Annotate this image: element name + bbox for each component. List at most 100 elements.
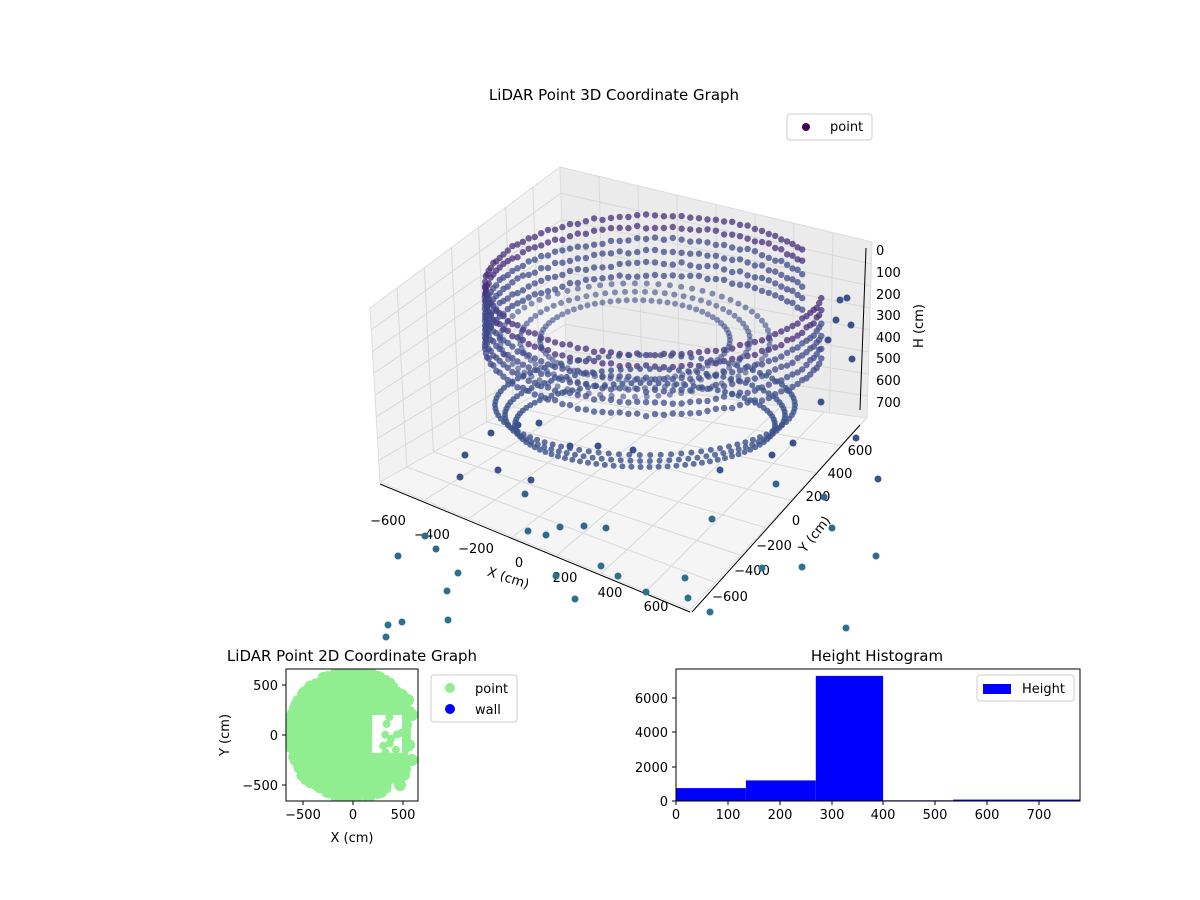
point-3d (789, 287, 796, 294)
point-3d (783, 337, 791, 344)
point-3d (704, 262, 711, 270)
point-3d (772, 268, 779, 275)
point-3d (656, 366, 663, 373)
point-3d (765, 357, 772, 365)
point-2d (382, 719, 391, 728)
point-3d (818, 355, 825, 362)
point-3d (636, 452, 643, 458)
chart-3d-title: LiDAR Point 3D Coordinate Graph (489, 86, 739, 104)
point-2d (385, 739, 394, 748)
point-3d (744, 272, 751, 279)
point-3d (566, 257, 574, 265)
point-3d (783, 419, 789, 426)
point-3d (642, 399, 650, 406)
point-3d (531, 280, 538, 287)
x-tick-label: 0 (515, 556, 523, 571)
point-3d (657, 451, 664, 458)
point-3d (758, 356, 765, 363)
point-3d (712, 372, 718, 379)
point-3d (729, 369, 736, 376)
point-3d (695, 263, 703, 270)
point-3d (725, 360, 732, 367)
histogram-bar (953, 799, 1080, 801)
point-3d (625, 250, 632, 257)
chart-histogram: Height Histogram 0 100 200 300 400 500 6… (635, 647, 1081, 823)
point-3d (704, 347, 711, 355)
point-3d (848, 355, 856, 363)
point-3d (703, 453, 710, 460)
point-3d (778, 257, 785, 265)
point-3d (640, 297, 647, 304)
point-3d (642, 288, 648, 295)
point-3d (729, 268, 736, 276)
point-3d (813, 314, 820, 321)
point-3d (593, 383, 600, 390)
point-3d (637, 380, 644, 386)
point-3d (583, 293, 590, 300)
legend-hist-label: Height (1022, 682, 1065, 697)
point-3d (398, 618, 406, 626)
point-3d (799, 366, 806, 373)
point-3d (566, 220, 574, 228)
point-3d (772, 356, 779, 363)
point-3d (669, 234, 676, 242)
point-3d (789, 371, 796, 378)
point-3d (694, 369, 701, 376)
x-tick-label: −200 (458, 542, 494, 557)
point-3d (564, 365, 571, 372)
point-3d (660, 399, 668, 406)
point-3d (496, 290, 503, 297)
point-3d (660, 248, 668, 256)
point-3d (523, 320, 530, 327)
point-3d (558, 443, 565, 450)
point-3d (599, 240, 606, 248)
point-3d (712, 451, 718, 458)
point-3d (789, 276, 796, 283)
point-3d (789, 299, 796, 307)
point-3d (736, 341, 744, 349)
y-tick-label: 400 (828, 467, 853, 482)
point-3d (605, 353, 612, 360)
point-3d (504, 283, 511, 290)
point-3d (698, 376, 704, 383)
point-3d (651, 246, 659, 254)
point-3d (590, 408, 598, 415)
point-3d (493, 367, 500, 374)
point-3d (570, 306, 577, 313)
point-3d (634, 212, 641, 219)
point-3d (528, 300, 535, 307)
point-3d (695, 227, 703, 234)
x-tick-label: 500 (391, 808, 416, 823)
grid-line (433, 451, 741, 556)
point-3d (514, 254, 521, 261)
y-tick-label: 4000 (635, 726, 668, 741)
point-3d (566, 341, 574, 348)
point-3d (679, 302, 686, 309)
point-2d (364, 787, 375, 798)
point-3d (758, 564, 766, 572)
point-3d (678, 450, 685, 457)
point-3d (794, 332, 801, 339)
y-tick-label: 2000 (635, 761, 668, 776)
point-3d (421, 532, 429, 540)
point-3d (549, 362, 556, 369)
point-3d (690, 460, 697, 467)
point-3d (541, 444, 548, 450)
point-3d (562, 455, 568, 462)
point-3d (742, 364, 749, 371)
point-3d (720, 404, 728, 412)
point-3d (572, 451, 578, 458)
point-3d (810, 366, 817, 374)
point-3d (607, 224, 615, 232)
point-3d (672, 373, 679, 380)
legend-3d-frame (786, 113, 873, 141)
point-3d (525, 329, 532, 336)
point-3d (634, 398, 641, 405)
x-axis-label-2d: X (cm) (331, 831, 374, 846)
point-3d (742, 369, 749, 376)
point-2d (316, 675, 327, 686)
point-3d (563, 450, 570, 457)
point-3d (789, 265, 796, 272)
grid-line (460, 436, 766, 529)
point-3d (642, 588, 650, 596)
